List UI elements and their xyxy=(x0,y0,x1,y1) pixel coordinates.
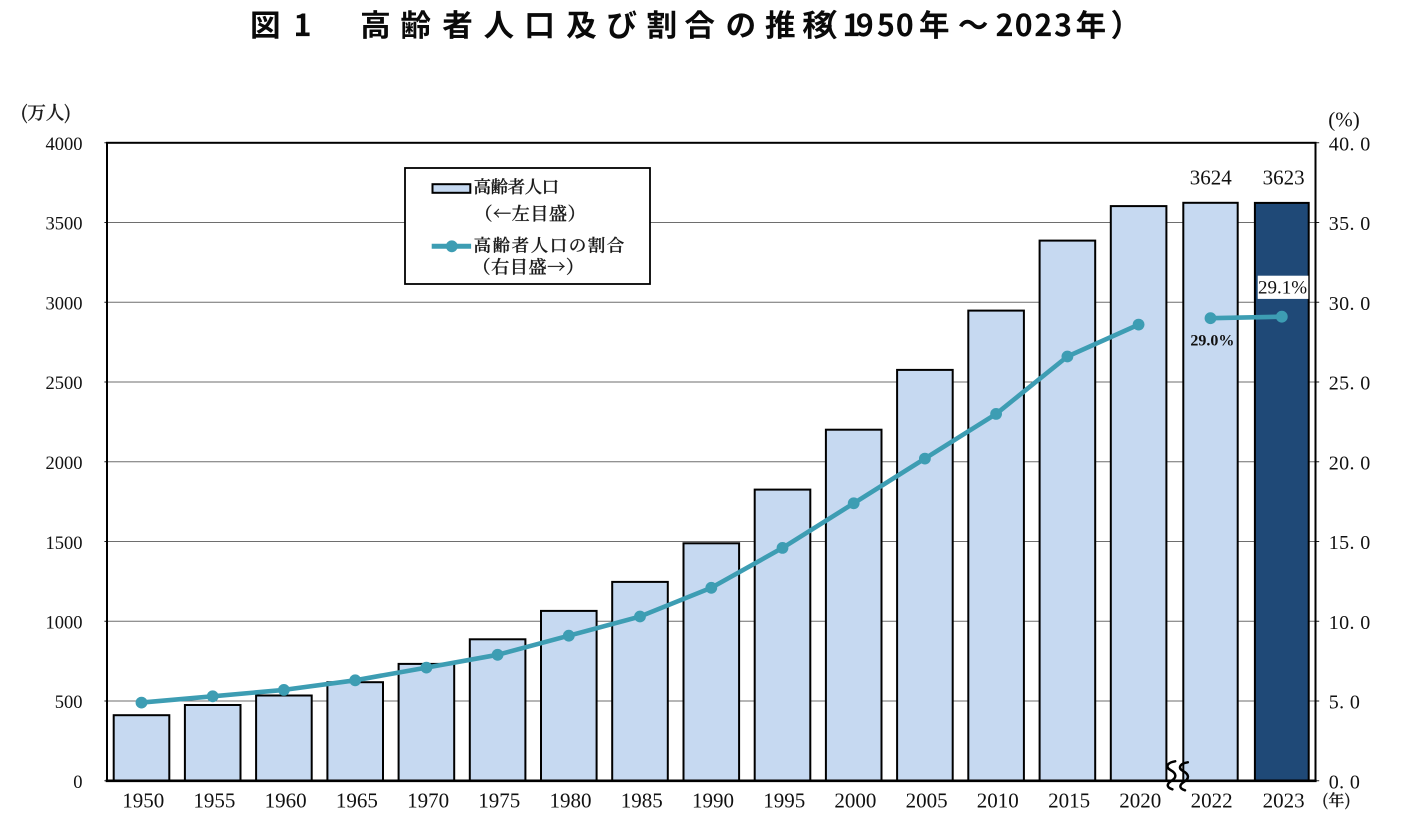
svg-text:29.1%: 29.1% xyxy=(1258,278,1307,299)
svg-text:1960: 1960 xyxy=(265,788,307,812)
svg-text:(%): (%) xyxy=(1328,107,1359,131)
svg-text:2000: 2000 xyxy=(46,454,83,474)
svg-text:2005: 2005 xyxy=(906,788,948,812)
svg-text:1950: 1950 xyxy=(122,788,164,812)
svg-text:1500: 1500 xyxy=(46,534,83,554)
svg-text:5. 0: 5. 0 xyxy=(1329,692,1361,714)
svg-text:3623: 3623 xyxy=(1263,166,1305,190)
svg-text:1980: 1980 xyxy=(550,788,592,812)
svg-text:4000: 4000 xyxy=(46,135,83,155)
svg-text:2000: 2000 xyxy=(834,788,876,812)
svg-text:3624: 3624 xyxy=(1190,166,1233,190)
svg-text:500: 500 xyxy=(55,693,83,713)
svg-text:1955: 1955 xyxy=(193,788,235,812)
svg-text:20. 0: 20. 0 xyxy=(1329,452,1371,474)
svg-text:10. 0: 10. 0 xyxy=(1329,612,1371,634)
svg-text:3000: 3000 xyxy=(46,295,83,315)
svg-text:15. 0: 15. 0 xyxy=(1329,532,1371,554)
svg-text:35. 0: 35. 0 xyxy=(1329,213,1371,235)
svg-text:1995: 1995 xyxy=(763,788,805,812)
svg-text:2023: 2023 xyxy=(1263,788,1305,812)
svg-text:30. 0: 30. 0 xyxy=(1329,293,1371,315)
svg-text:1990: 1990 xyxy=(692,788,734,812)
svg-text:1000: 1000 xyxy=(46,614,83,634)
svg-text:25. 0: 25. 0 xyxy=(1329,373,1371,395)
svg-text:2020: 2020 xyxy=(1119,788,1161,812)
svg-text:2010: 2010 xyxy=(977,788,1019,812)
svg-text:1965: 1965 xyxy=(336,788,378,812)
svg-text:40. 0: 40. 0 xyxy=(1329,133,1371,155)
svg-text:2015: 2015 xyxy=(1048,788,1090,812)
svg-text:1985: 1985 xyxy=(621,788,663,812)
svg-text:2022: 2022 xyxy=(1191,788,1233,812)
svg-text:2500: 2500 xyxy=(46,374,83,394)
svg-text:29.0%: 29.0% xyxy=(1190,332,1234,349)
svg-text:3500: 3500 xyxy=(46,215,83,235)
svg-text:0. 0: 0. 0 xyxy=(1329,771,1361,793)
svg-text:1970: 1970 xyxy=(407,788,449,812)
svg-text:0: 0 xyxy=(73,773,82,793)
svg-text:1975: 1975 xyxy=(478,788,520,812)
